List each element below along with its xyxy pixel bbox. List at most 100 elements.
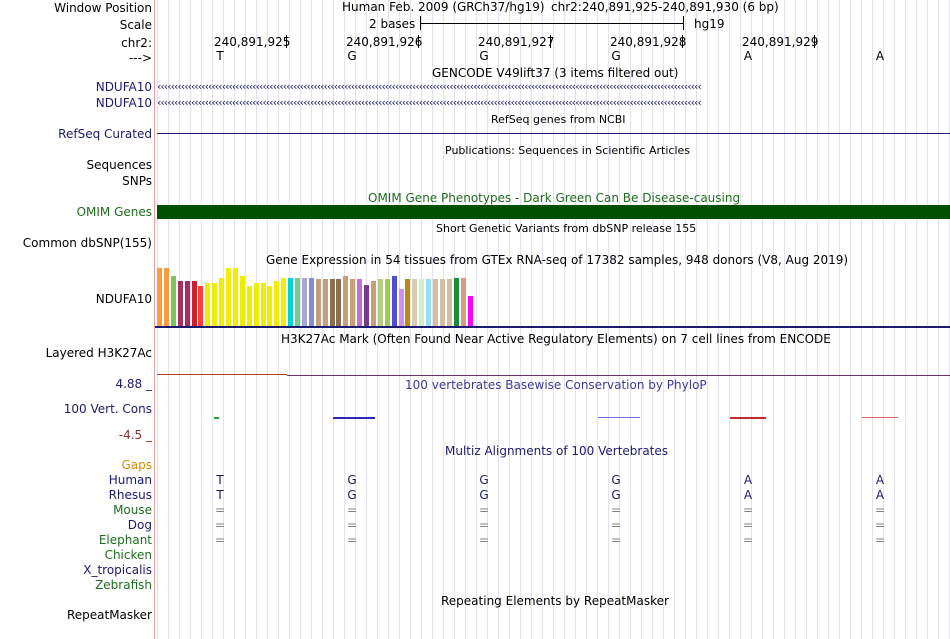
grid-line (542, 0, 543, 639)
gtex-tissue-bar[interactable] (219, 278, 225, 326)
refseq-title: RefSeq genes from NCBI (491, 113, 626, 126)
gtex-tissue-bar[interactable] (377, 279, 383, 326)
gtex-tissue-bar[interactable] (170, 276, 176, 326)
cons-max-value: 4.88 _ (115, 377, 152, 391)
gtex-tissue-bar[interactable] (295, 278, 300, 326)
track-label-sequences[interactable]: Sequences (86, 158, 152, 172)
grid-line (773, 0, 774, 639)
gtex-tissue-bar[interactable] (467, 296, 473, 326)
gtex-tissue-bar[interactable] (308, 278, 314, 326)
gtex-tissue-bar[interactable] (246, 286, 252, 326)
track-label-omim[interactable]: OMIM Genes (76, 205, 152, 219)
phylop-mark-1[interactable] (214, 417, 219, 419)
gtex-tissue-bar[interactable] (157, 268, 162, 326)
gtex-tissue-bar[interactable] (433, 279, 438, 326)
strand-direction-label[interactable]: ---> (128, 51, 152, 65)
gtex-tissue-bar[interactable] (184, 281, 190, 326)
track-label-refseq[interactable]: RefSeq Curated (58, 127, 152, 141)
grid-line (575, 0, 576, 639)
track-label-snps[interactable]: SNPs (122, 174, 152, 188)
gtex-tissue-bar[interactable] (239, 276, 245, 326)
multiz-base-human: G (347, 473, 357, 487)
ruler-coordinate: 240,891,929 (742, 35, 819, 49)
grid-line (630, 0, 631, 639)
gtex-tissue-bar[interactable] (301, 278, 307, 326)
phylop-mark-3[interactable] (598, 417, 640, 418)
h3k27ac-signal[interactable] (157, 374, 287, 375)
omim-gene-bar[interactable] (157, 205, 950, 219)
gtex-tissue-bar[interactable] (370, 281, 376, 326)
repeatmasker-title: Repeating Elements by RepeatMasker (441, 594, 669, 608)
gtex-tissue-bar[interactable] (350, 279, 356, 326)
track-label-common-dbsnp[interactable]: Common dbSNP(155) (22, 236, 152, 250)
grid-line (608, 0, 609, 639)
track-label-ndufa10-1[interactable]: NDUFA10 (95, 80, 152, 94)
gtex-tissue-bar[interactable] (364, 285, 369, 326)
gtex-tissue-bar[interactable] (260, 283, 266, 326)
multiz-base-mouse: = (214, 503, 226, 517)
multiz-title: Multiz Alignments of 100 Vertebrates (445, 444, 669, 458)
gtex-tissue-bar[interactable] (274, 281, 280, 326)
gtex-tissue-bar[interactable] (439, 279, 445, 326)
gtex-tissue-bar[interactable] (253, 283, 259, 326)
gtex-tissue-bar[interactable] (391, 276, 397, 326)
ndufa10-transcript-1[interactable]: ‹‹‹‹‹‹‹‹‹‹‹‹‹‹‹‹‹‹‹‹‹‹‹‹‹‹‹‹‹‹‹‹‹‹‹‹‹‹‹‹… (157, 80, 702, 93)
gtex-tissue-bar[interactable] (226, 268, 231, 326)
phylop-mark-4[interactable] (730, 417, 766, 419)
gtex-tissue-bar[interactable] (281, 278, 287, 326)
gtex-tissue-bar[interactable] (405, 279, 411, 326)
gtex-tissue-bar[interactable] (212, 283, 218, 326)
grid-line (751, 0, 752, 639)
gtex-tissue-bar[interactable] (205, 283, 211, 326)
grid-line (641, 0, 642, 639)
species-label-dog: Dog (127, 518, 152, 532)
gtex-tissue-bar[interactable] (426, 279, 432, 326)
multiz-base-dog: = (610, 518, 622, 532)
track-label-ndufa10-2[interactable]: NDUFA10 (95, 96, 152, 110)
gtex-tissue-bar[interactable] (198, 286, 204, 326)
gtex-tissue-bar[interactable] (412, 279, 418, 326)
gtex-tissue-bar[interactable] (343, 276, 349, 326)
base-letter: G (611, 49, 621, 63)
gtex-tissue-bar[interactable] (419, 279, 425, 326)
gtex-tissue-bar[interactable] (315, 279, 321, 326)
grid-line (520, 0, 521, 639)
gtex-tissue-bar[interactable] (232, 268, 238, 326)
multiz-base-mouse: = (478, 503, 490, 517)
grid-line (850, 0, 851, 639)
gtex-bar-chart[interactable] (155, 268, 950, 326)
multiz-base-dog: = (742, 518, 754, 532)
gtex-tissue-bar[interactable] (191, 281, 197, 326)
gtex-tissue-bar[interactable] (398, 289, 404, 326)
multiz-base-elephant: = (214, 533, 226, 547)
gtex-tissue-bar[interactable] (453, 278, 459, 326)
grid-line (927, 0, 928, 639)
gtex-tissue-bar[interactable] (329, 279, 335, 326)
track-label-h3k27ac[interactable]: Layered H3K27Ac (45, 346, 152, 360)
refseq-gene-line[interactable] (157, 133, 950, 134)
gtex-tissue-bar[interactable] (460, 278, 466, 326)
species-label-xtropicalis: X_tropicalis (83, 563, 152, 577)
ruler-tick (682, 35, 683, 48)
phylop-mark-2[interactable] (333, 417, 375, 419)
gtex-tissue-bar[interactable] (336, 279, 342, 326)
phylop-mark-5[interactable] (862, 417, 898, 418)
ndufa10-transcript-2[interactable]: ‹‹‹‹‹‹‹‹‹‹‹‹‹‹‹‹‹‹‹‹‹‹‹‹‹‹‹‹‹‹‹‹‹‹‹‹‹‹‹‹… (157, 96, 702, 109)
track-label-repeatmasker[interactable]: RepeatMasker (66, 608, 152, 622)
track-label-gtex[interactable]: NDUFA10 (95, 292, 152, 306)
gtex-tissue-bar[interactable] (267, 286, 273, 326)
gtex-tissue-bar[interactable] (446, 279, 452, 326)
gtex-tissue-bar[interactable] (322, 279, 328, 326)
multiz-base-rhesus: G (347, 488, 357, 502)
gtex-tissue-bar[interactable] (288, 278, 294, 326)
gtex-tissue-bar[interactable] (357, 279, 363, 326)
gtex-tissue-bar[interactable] (163, 268, 169, 326)
grid-line (652, 0, 653, 639)
track-label-vert-cons[interactable]: 100 Vert. Cons (63, 402, 152, 416)
assembly-title: Human Feb. 2009 (GRCh37/hg19) (342, 0, 545, 14)
gtex-tissue-bar[interactable] (177, 281, 183, 326)
phylop-title: 100 vertebrates Basewise Conservation by… (405, 378, 707, 392)
base-letter: G (347, 49, 357, 63)
grid-line (883, 0, 884, 639)
gtex-tissue-bar[interactable] (384, 279, 390, 326)
